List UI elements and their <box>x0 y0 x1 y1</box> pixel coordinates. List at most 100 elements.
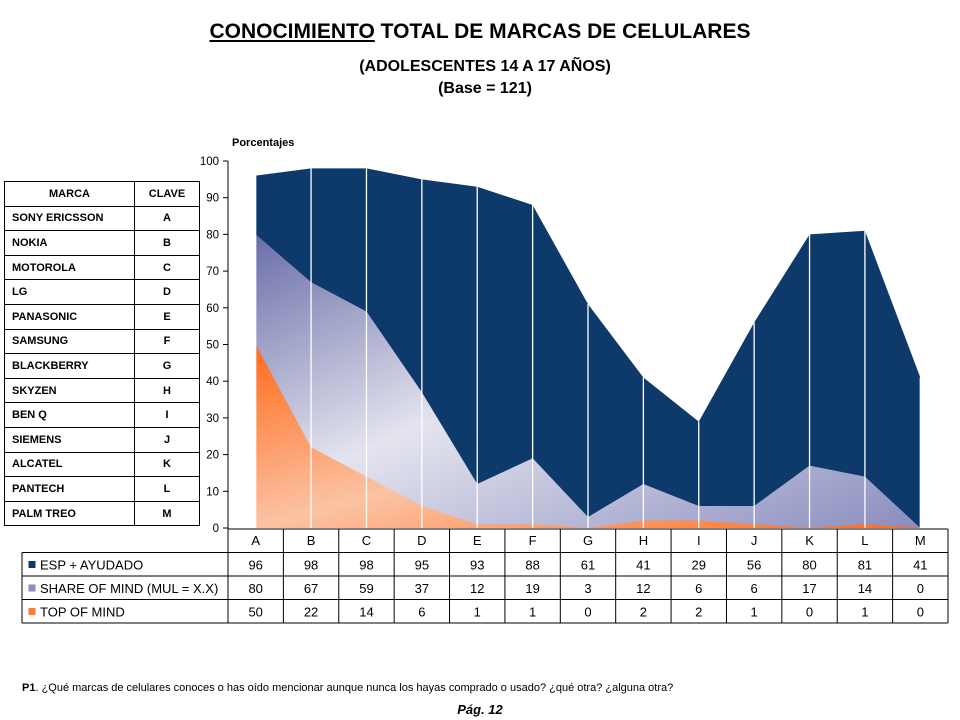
y-tick-label: 30 <box>206 413 219 425</box>
brand-table-row: PALM TREO M <box>4 500 200 527</box>
brand-table-row: SONY ERICSSON A <box>4 205 200 232</box>
brand-name: ALCATEL <box>4 451 135 478</box>
brand-name: NOKIA <box>4 230 135 256</box>
data-value: 14 <box>359 605 373 620</box>
data-value: 22 <box>304 605 318 620</box>
y-tick-label: 50 <box>206 340 219 352</box>
data-value: 29 <box>692 558 706 573</box>
legend-swatch <box>27 583 37 593</box>
data-value: 6 <box>751 581 758 596</box>
x-category-label: G <box>583 533 593 548</box>
y-tick-label: 90 <box>206 193 219 205</box>
brand-name: PALM TREO <box>4 500 135 527</box>
x-category-label: K <box>805 533 814 548</box>
data-value: 1 <box>474 605 481 620</box>
data-value: 67 <box>304 581 318 596</box>
chart-title: CONOCIMIENTO TOTAL DE MARCAS DE CELULARE… <box>0 20 960 44</box>
brand-key-table: MARCA CLAVE SONY ERICSSON A NOKIA B MOTOROLA… <box>4 181 200 527</box>
footnote-label: P1 <box>22 682 36 694</box>
x-category-label: A <box>251 533 260 548</box>
data-value: 19 <box>525 581 539 596</box>
data-value: 14 <box>858 581 872 596</box>
brand-table-row: BLACKBERRY G <box>4 353 200 379</box>
y-tick-label: 60 <box>206 303 219 315</box>
data-value: 56 <box>747 558 761 573</box>
brand-key: E <box>134 303 200 330</box>
x-category-label: I <box>697 533 701 548</box>
data-value: 1 <box>751 605 758 620</box>
data-value: 80 <box>248 581 262 596</box>
data-value: 0 <box>584 605 591 620</box>
chart-base: (Base = 121) <box>438 80 532 97</box>
data-value: 50 <box>248 605 262 620</box>
y-tick-label: 0 <box>213 523 219 535</box>
chart-subtitle-block: (ADOLESCENTES 14 A 17 AÑOS) (Base = 121) <box>0 56 960 100</box>
legend-swatch <box>27 560 37 569</box>
brand-table-header-marca: MARCA <box>4 181 135 207</box>
brand-table-header-clave: CLAVE <box>134 181 200 207</box>
data-value: 80 <box>802 558 816 573</box>
chart-title-rest: TOTAL DE MARCAS DE CELULARES <box>374 20 751 43</box>
brand-key: L <box>134 476 200 502</box>
brand-key: C <box>134 254 200 281</box>
data-value: 98 <box>304 558 318 573</box>
y-tick-label: 40 <box>206 376 219 388</box>
brand-table-row: LG D <box>4 279 200 305</box>
data-value: 12 <box>636 581 650 596</box>
brand-name: SONY ERICSSON <box>4 205 135 232</box>
chart-subtitle: (ADOLESCENTES 14 A 17 AÑOS) <box>359 58 611 75</box>
data-value: 37 <box>415 581 429 596</box>
brand-key: M <box>134 500 200 527</box>
y-tick-label: 20 <box>206 450 219 462</box>
brand-table-row: PANASONIC E <box>4 303 200 330</box>
data-value: 61 <box>581 558 595 573</box>
brand-key: G <box>134 353 200 379</box>
legend-label: ESP + AYUDADO <box>40 558 143 573</box>
data-value: 41 <box>636 558 650 573</box>
legend-swatch <box>27 607 37 616</box>
y-tick-label: 70 <box>206 266 219 278</box>
x-category-label: E <box>473 533 482 548</box>
data-value: 96 <box>248 558 262 573</box>
brand-name: BLACKBERRY <box>4 353 135 379</box>
footnote: P1. ¿Qué marcas de celulares conoces o h… <box>22 682 673 694</box>
data-value: 3 <box>584 581 591 596</box>
data-value: 2 <box>695 605 702 620</box>
data-value: 93 <box>470 558 484 573</box>
brand-table-header-row: MARCA CLAVE <box>4 181 200 207</box>
data-value: 0 <box>917 605 924 620</box>
y-tick-label: 100 <box>200 156 219 168</box>
data-value: 1 <box>529 605 536 620</box>
data-value: 0 <box>917 581 924 596</box>
data-value: 6 <box>418 605 425 620</box>
x-category-label: M <box>915 533 926 548</box>
data-value: 41 <box>913 558 927 573</box>
data-value: 98 <box>359 558 373 573</box>
data-value: 95 <box>415 558 429 573</box>
x-category-label: B <box>307 533 316 548</box>
footnote-text: . ¿Qué marcas de celulares conoces o has… <box>35 682 674 694</box>
data-value: 6 <box>695 581 702 596</box>
brand-name: PANASONIC <box>4 303 135 330</box>
y-tick-label: 80 <box>206 229 219 241</box>
brand-key: F <box>134 328 200 355</box>
data-value: 1 <box>861 605 868 620</box>
y-axis-label: Porcentajes <box>232 137 295 149</box>
area-series-top-of-mind <box>255 344 921 528</box>
brand-table-row: SKYZEN H <box>4 377 200 404</box>
data-value: 59 <box>359 581 373 596</box>
y-tick-label: 10 <box>206 486 219 498</box>
brand-name: LG <box>4 279 135 305</box>
brand-key: A <box>134 205 200 232</box>
legend-label: SHARE OF MIND (MUL = X.X) <box>40 581 218 596</box>
brand-table-row: MOTOROLA C <box>4 254 200 281</box>
chart-title-underlined: CONOCIMIENTO <box>209 20 375 43</box>
data-value: 0 <box>806 605 813 620</box>
data-value: 81 <box>858 558 872 573</box>
x-category-label: H <box>639 533 648 548</box>
brand-key: H <box>134 377 200 404</box>
x-category-label: C <box>362 533 371 548</box>
x-category-label: D <box>417 533 426 548</box>
